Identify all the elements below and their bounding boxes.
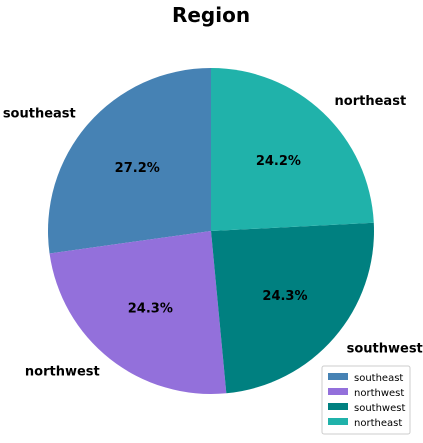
legend-swatch-northeast bbox=[328, 418, 348, 425]
slice-label-northeast: northeast bbox=[335, 94, 407, 109]
pie-slice-northwest bbox=[49, 231, 227, 395]
legend-label-northeast: northeast bbox=[354, 418, 402, 429]
slice-label-northwest: northwest bbox=[25, 365, 100, 380]
legend: southeast northwest southwest northeast bbox=[321, 365, 411, 435]
slice-percent-southwest: 24.3% bbox=[262, 289, 307, 304]
slice-label-southwest: southwest bbox=[347, 341, 423, 356]
pie-slice-northeast bbox=[211, 68, 374, 231]
pie-slice-southwest bbox=[211, 222, 374, 394]
legend-swatch-northwest bbox=[328, 388, 348, 395]
pie-slice-southeast bbox=[47, 68, 211, 254]
slice-label-southeast: southeast bbox=[3, 106, 76, 121]
slice-percent-northwest: 24.3% bbox=[128, 302, 173, 317]
slice-percent-southeast: 27.2% bbox=[115, 161, 160, 176]
legend-swatch-southwest bbox=[328, 403, 348, 410]
pie-slices bbox=[47, 68, 374, 395]
legend-swatch-southeast bbox=[328, 373, 348, 380]
legend-label-southeast: southeast bbox=[354, 373, 403, 384]
legend-label-southwest: southwest bbox=[354, 403, 405, 414]
slice-percent-northeast: 24.2% bbox=[256, 154, 301, 169]
chart-title: Region bbox=[172, 3, 250, 27]
pie-labels: southeast 27.2% northwest 24.3% southwest 24.… bbox=[3, 94, 423, 380]
legend-label-northwest: northwest bbox=[354, 388, 404, 399]
legend-box bbox=[321, 365, 411, 435]
